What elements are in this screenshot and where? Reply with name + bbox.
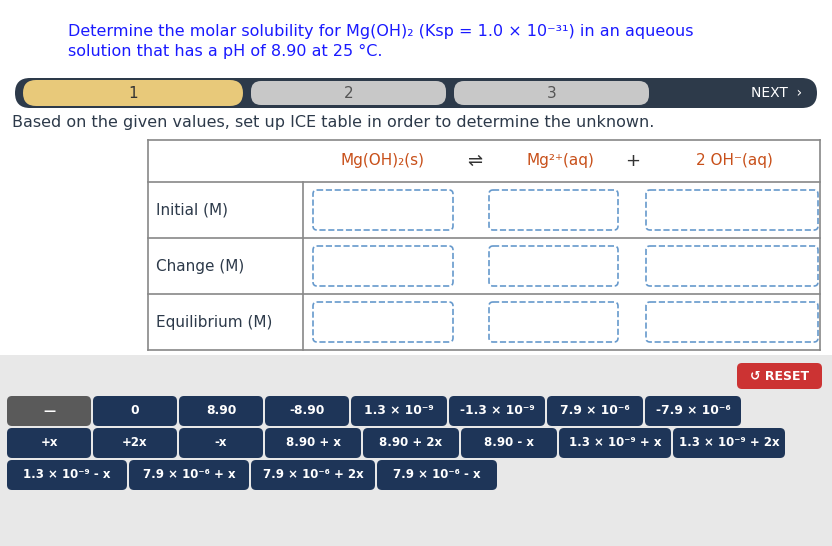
Text: 1.3 × 10⁻⁹ + 2x: 1.3 × 10⁻⁹ + 2x — [679, 436, 780, 449]
Text: Based on the given values, set up ICE table in order to determine the unknown.: Based on the given values, set up ICE ta… — [12, 115, 655, 129]
FancyBboxPatch shape — [646, 190, 818, 230]
FancyBboxPatch shape — [7, 396, 91, 426]
Text: +x: +x — [40, 436, 57, 449]
FancyBboxPatch shape — [129, 460, 249, 490]
Text: 1: 1 — [128, 86, 138, 100]
FancyBboxPatch shape — [351, 396, 447, 426]
FancyBboxPatch shape — [363, 428, 459, 458]
FancyBboxPatch shape — [737, 363, 822, 389]
FancyBboxPatch shape — [646, 302, 818, 342]
FancyBboxPatch shape — [489, 246, 618, 286]
FancyBboxPatch shape — [313, 302, 453, 342]
FancyBboxPatch shape — [449, 396, 545, 426]
Text: 2: 2 — [344, 86, 354, 100]
FancyBboxPatch shape — [265, 396, 349, 426]
FancyBboxPatch shape — [547, 396, 643, 426]
Text: Equilibrium (M): Equilibrium (M) — [156, 314, 272, 329]
Text: Mg²⁺(aq): Mg²⁺(aq) — [527, 153, 594, 169]
Text: 3: 3 — [547, 86, 557, 100]
FancyBboxPatch shape — [179, 428, 263, 458]
Text: 7.9 × 10⁻⁶ - x: 7.9 × 10⁻⁶ - x — [394, 468, 481, 482]
FancyBboxPatch shape — [0, 355, 832, 546]
FancyBboxPatch shape — [489, 190, 618, 230]
Text: 8.90 + x: 8.90 + x — [285, 436, 340, 449]
Text: NEXT  ›: NEXT › — [750, 86, 802, 100]
Text: solution that has a pH of 8.90 at 25 °C.: solution that has a pH of 8.90 at 25 °C. — [68, 44, 383, 59]
Text: -8.90: -8.90 — [290, 405, 324, 418]
Text: ↺ RESET: ↺ RESET — [750, 370, 809, 383]
Text: 1.3 × 10⁻⁹: 1.3 × 10⁻⁹ — [364, 405, 433, 418]
FancyBboxPatch shape — [454, 81, 649, 105]
Text: -7.9 × 10⁻⁶: -7.9 × 10⁻⁶ — [656, 405, 730, 418]
Text: Determine the molar solubility for Mg(OH)₂ (Ksp = 1.0 × 10⁻³¹) in an aqueous: Determine the molar solubility for Mg(OH… — [68, 24, 694, 39]
Text: +: + — [626, 152, 641, 170]
FancyBboxPatch shape — [489, 302, 618, 342]
Text: 0: 0 — [131, 405, 139, 418]
FancyBboxPatch shape — [313, 190, 453, 230]
Text: 7.9 × 10⁻⁶ + 2x: 7.9 × 10⁻⁶ + 2x — [263, 468, 364, 482]
Text: ⇌: ⇌ — [468, 152, 483, 170]
FancyBboxPatch shape — [7, 428, 91, 458]
Text: 8.90 + 2x: 8.90 + 2x — [379, 436, 443, 449]
Text: -x: -x — [215, 436, 227, 449]
FancyBboxPatch shape — [93, 428, 177, 458]
Text: +2x: +2x — [122, 436, 148, 449]
FancyBboxPatch shape — [179, 396, 263, 426]
Text: Initial (M): Initial (M) — [156, 203, 228, 217]
FancyBboxPatch shape — [251, 460, 375, 490]
FancyBboxPatch shape — [377, 460, 497, 490]
Text: 7.9 × 10⁻⁶: 7.9 × 10⁻⁶ — [560, 405, 630, 418]
FancyBboxPatch shape — [7, 460, 127, 490]
FancyBboxPatch shape — [461, 428, 557, 458]
Text: —: — — [43, 405, 55, 418]
Text: -1.3 × 10⁻⁹: -1.3 × 10⁻⁹ — [459, 405, 534, 418]
Text: 8.90 - x: 8.90 - x — [484, 436, 534, 449]
FancyBboxPatch shape — [23, 80, 243, 106]
FancyBboxPatch shape — [646, 246, 818, 286]
FancyBboxPatch shape — [313, 246, 453, 286]
Text: Mg(OH)₂(s): Mg(OH)₂(s) — [341, 153, 425, 169]
Text: 1.3 × 10⁻⁹ - x: 1.3 × 10⁻⁹ - x — [23, 468, 111, 482]
Text: 8.90: 8.90 — [206, 405, 236, 418]
FancyBboxPatch shape — [265, 428, 361, 458]
Text: 7.9 × 10⁻⁶ + x: 7.9 × 10⁻⁶ + x — [142, 468, 235, 482]
FancyBboxPatch shape — [93, 396, 177, 426]
FancyBboxPatch shape — [251, 81, 446, 105]
FancyBboxPatch shape — [645, 396, 741, 426]
FancyBboxPatch shape — [15, 78, 817, 108]
FancyBboxPatch shape — [559, 428, 671, 458]
Text: 1.3 × 10⁻⁹ + x: 1.3 × 10⁻⁹ + x — [569, 436, 661, 449]
Text: 2 OH⁻(aq): 2 OH⁻(aq) — [696, 153, 772, 169]
FancyBboxPatch shape — [673, 428, 785, 458]
Text: Change (M): Change (M) — [156, 258, 245, 274]
